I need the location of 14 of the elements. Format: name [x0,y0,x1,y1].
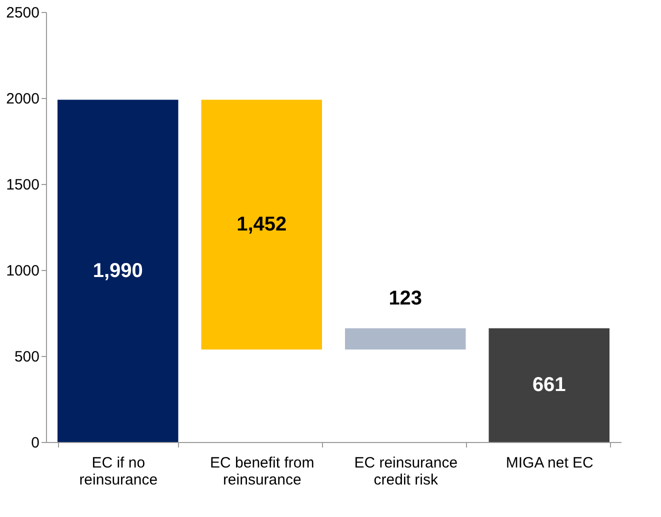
data-label: 661 [532,374,566,396]
data-label: 1,452 [236,214,287,236]
x-tick-label: EC reinsurance credit risk [354,454,458,488]
y-tick-label: 2500 [6,4,40,22]
x-tick-label: EC if no reinsurance [79,454,158,488]
y-tick-label: 1000 [6,262,40,280]
y-tick-label: 2000 [6,90,40,108]
y-tick-label: 1500 [6,176,40,194]
y-tick-label: 500 [14,348,40,366]
x-tick-label: EC benefit from reinsurance [210,454,314,488]
y-tick-label: 0 [31,434,40,452]
data-label: 1,990 [92,260,143,282]
x-tick-label: MIGA net EC [506,454,594,472]
data-label: 123 [388,287,422,310]
